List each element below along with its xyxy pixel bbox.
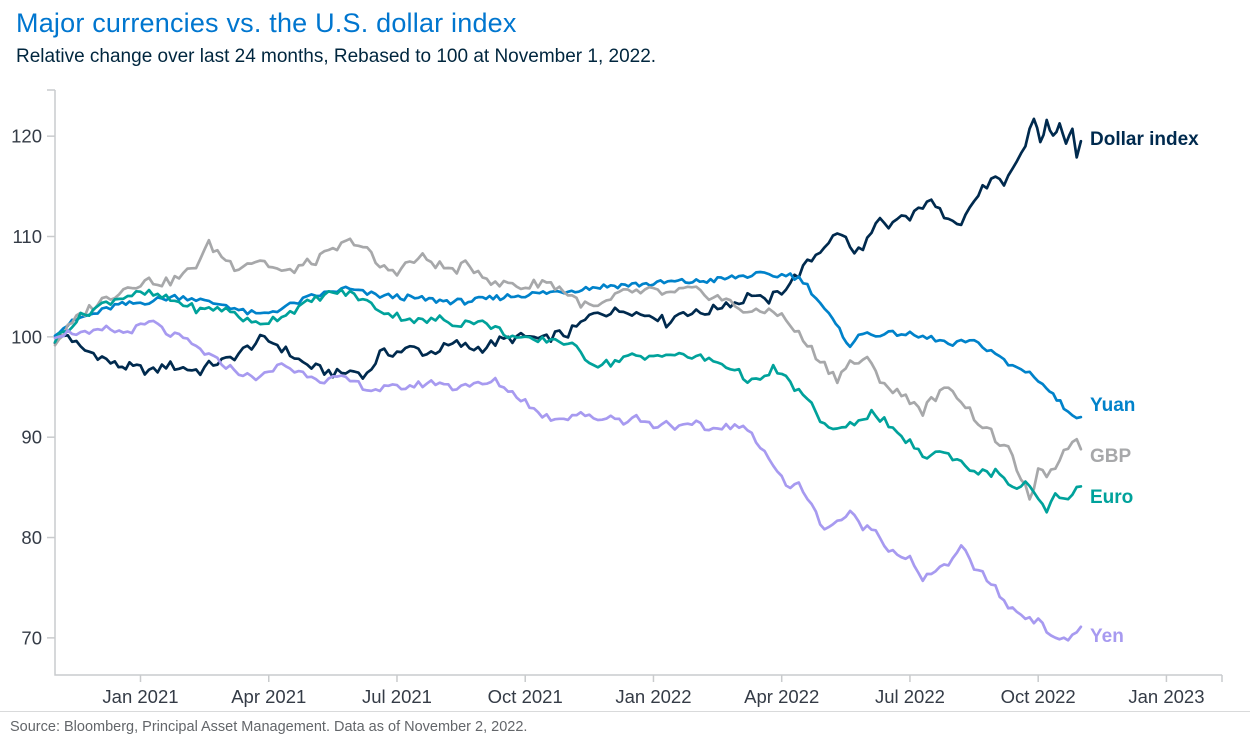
x-axis-label: Apr 2022 bbox=[744, 686, 819, 707]
x-axis-label: Oct 2022 bbox=[1001, 686, 1076, 707]
x-axis-label: Jul 2021 bbox=[362, 686, 432, 707]
x-axis-label: Apr 2021 bbox=[231, 686, 306, 707]
chart-subtitle: Relative change over last 24 months, Reb… bbox=[16, 46, 657, 67]
y-axis-label: 100 bbox=[11, 326, 42, 347]
series-line-yen bbox=[53, 319, 1083, 642]
source-note: Source: Bloomberg, Principal Asset Manag… bbox=[0, 711, 1250, 735]
series-line-gbp bbox=[53, 237, 1083, 501]
y-axis-label: 80 bbox=[21, 527, 42, 548]
x-axis-label: Jul 2022 bbox=[875, 686, 945, 707]
y-axis-label: 90 bbox=[21, 427, 42, 448]
x-axis-label: Jan 2022 bbox=[615, 686, 691, 707]
series-line-dollar-index bbox=[53, 117, 1083, 380]
x-axis-label: Oct 2021 bbox=[488, 686, 563, 707]
page-title: Major currencies vs. the U.S. dollar ind… bbox=[16, 8, 517, 38]
currency-line-chart: 70 80 90 100 110 120 Jan 2021 Apr 2021 Jul 2021 O… bbox=[11, 89, 1223, 707]
series-label-yuan: Yuan bbox=[1090, 395, 1136, 416]
series-label-dollar-index: Dollar index bbox=[1090, 129, 1199, 150]
series-line-euro bbox=[53, 288, 1083, 514]
y-axis-label: 120 bbox=[11, 126, 42, 147]
series-label-yen: Yen bbox=[1090, 626, 1124, 647]
chart-axes bbox=[54, 90, 1222, 676]
series-line-yuan bbox=[53, 270, 1083, 420]
y-axis-label: 70 bbox=[21, 627, 42, 648]
series-label-euro: Euro bbox=[1090, 487, 1134, 508]
y-axis-label: 110 bbox=[13, 226, 43, 247]
x-axis-label: Jan 2021 bbox=[102, 686, 178, 707]
series-label-gbp: GBP bbox=[1090, 446, 1132, 467]
x-axis-label: Jan 2023 bbox=[1128, 686, 1204, 707]
